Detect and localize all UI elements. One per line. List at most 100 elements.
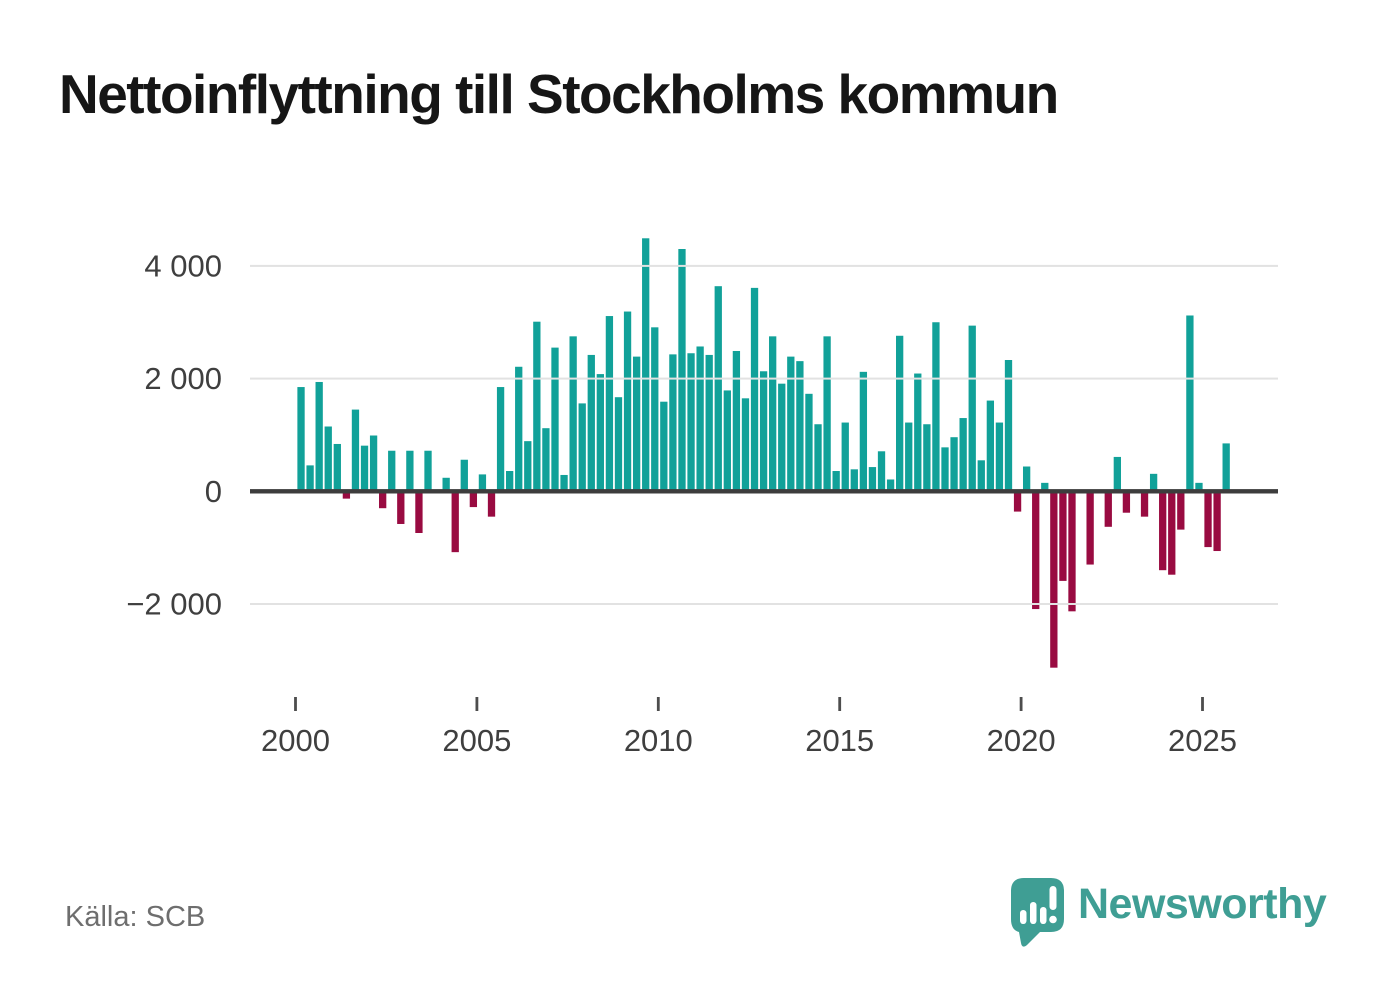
bar-2016-Q2 [886, 479, 895, 492]
bar-2023-Q2 [1140, 491, 1149, 517]
logo-exclamation-dot [1049, 915, 1057, 924]
bar-2025-Q3 [1222, 443, 1230, 492]
bar-2013-Q3 [787, 356, 795, 492]
x-tick-label-2020: 2020 [987, 723, 1056, 758]
bar-2014-Q1 [805, 393, 813, 492]
bar-2011-Q3 [714, 286, 722, 492]
bar-2019-Q3 [1004, 360, 1013, 492]
x-tick-label-2000: 2000 [261, 723, 330, 758]
bar-2015-Q2 [850, 469, 858, 492]
bar-2004-Q3 [460, 459, 468, 492]
bar-2017-Q4 [941, 447, 949, 492]
bar-2016-Q1 [877, 451, 886, 492]
bar-2008-Q2 [596, 374, 604, 492]
logo-chart-bar-1 [1020, 910, 1027, 924]
bar-2012-Q2 [741, 398, 750, 492]
bar-2017-Q2 [923, 424, 931, 492]
y-tick-label-4000: 4 000 [144, 248, 222, 283]
newsworthy-wordmark: Newsworthy [1078, 880, 1327, 928]
bar-2018-Q4 [977, 460, 985, 492]
bar-2012-Q4 [759, 371, 768, 492]
bar-2008-Q3 [605, 316, 614, 492]
zero-axis-line [250, 489, 1278, 494]
bar-2004-Q2 [451, 491, 459, 553]
bar-2006-Q1 [515, 366, 523, 492]
bar-2001-Q4 [360, 445, 369, 492]
y-tick-label-2000: 2 000 [144, 361, 222, 396]
bar-2009-Q3 [642, 238, 650, 492]
bar-2020-Q4 [1050, 491, 1058, 668]
x-tick-2025 [1201, 697, 1204, 711]
bar-2003-Q2 [415, 491, 423, 533]
x-tick-label-2005: 2005 [442, 723, 511, 758]
bar-2010-Q1 [660, 401, 668, 492]
x-tick-2020 [1019, 697, 1023, 711]
bar-2014-Q4 [832, 471, 840, 492]
bar-2013-Q1 [769, 336, 777, 492]
x-tick-label-2025: 2025 [1168, 723, 1237, 758]
x-tick-2000 [294, 697, 297, 711]
bar-2015-Q1 [841, 422, 849, 492]
gridline-4000 [250, 264, 1278, 267]
bar-2025-Q1 [1204, 491, 1212, 548]
source-label: Källa: SCB [65, 901, 206, 933]
bar-2003-Q1 [406, 450, 414, 492]
bar-2000-Q1 [297, 387, 305, 492]
x-tick-2015 [838, 697, 842, 711]
bar-2003-Q3 [424, 450, 432, 492]
bar-2021-Q2 [1068, 491, 1076, 612]
bar-2019-Q2 [995, 422, 1004, 492]
bar-2008-Q1 [587, 354, 595, 492]
bar-2025-Q2 [1213, 491, 1221, 552]
bar-2019-Q1 [986, 400, 995, 492]
bar-2004-Q1 [442, 477, 450, 492]
x-tick-label-2010: 2010 [624, 723, 693, 758]
bar-2001-Q3 [351, 409, 360, 492]
bar-2007-Q2 [560, 474, 568, 492]
bar-2009-Q1 [623, 311, 632, 492]
bar-2020-Q2 [1032, 491, 1040, 610]
x-tick-2010 [656, 697, 660, 711]
bar-2006-Q4 [542, 428, 550, 492]
bar-2007-Q1 [551, 347, 559, 492]
bar-2000-Q2 [306, 465, 314, 492]
bar-2000-Q4 [324, 426, 332, 492]
bar-2012-Q1 [732, 350, 741, 492]
bar-2024-Q3 [1186, 315, 1194, 492]
x-tick-2005 [475, 697, 479, 711]
bar-2011-Q1 [696, 346, 704, 492]
bar-2024-Q1 [1168, 491, 1176, 575]
bar-2014-Q3 [823, 336, 831, 492]
x-tick-label-2015: 2015 [805, 723, 874, 758]
newsworthy-logo[interactable]: Newsworthy [1010, 877, 1327, 947]
bar-2009-Q2 [632, 356, 641, 492]
bar-2018-Q3 [968, 325, 976, 492]
bar-2002-Q1 [369, 435, 378, 492]
bar-2016-Q4 [905, 422, 913, 492]
bar-2007-Q4 [578, 403, 586, 492]
bar-2000-Q3 [315, 381, 323, 492]
bar-2013-Q4 [796, 361, 804, 492]
y-tick-label-0: 0 [205, 474, 222, 509]
bar-2022-Q2 [1104, 491, 1112, 527]
bar-2010-Q4 [687, 353, 695, 492]
logo-chart-bar-2 [1030, 902, 1037, 924]
bar-2005-Q3 [496, 387, 505, 492]
bar-2005-Q2 [487, 491, 496, 517]
bar-2013-Q2 [778, 383, 786, 492]
bar-2021-Q4 [1086, 491, 1094, 565]
bar-2015-Q3 [859, 371, 868, 492]
bar-2022-Q3 [1113, 456, 1121, 492]
bar-2022-Q4 [1122, 491, 1131, 513]
bar-2010-Q2 [669, 354, 677, 492]
bar-2006-Q3 [533, 321, 541, 492]
bar-2007-Q3 [569, 336, 577, 492]
gridline--2000 [250, 603, 1278, 605]
bar-2001-Q2 [342, 491, 351, 499]
bar-2018-Q2 [959, 418, 967, 492]
bar-2002-Q2 [379, 491, 387, 509]
bar-2010-Q3 [678, 249, 686, 492]
y-tick-label--2000: −2 000 [126, 587, 222, 622]
chart-title: Nettoinflyttning till Stockholms kommun [59, 63, 1059, 125]
